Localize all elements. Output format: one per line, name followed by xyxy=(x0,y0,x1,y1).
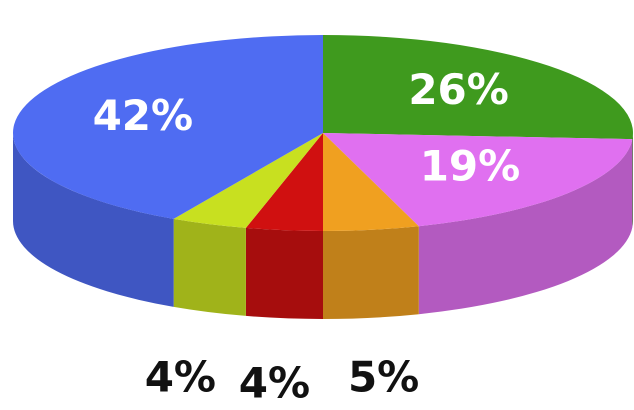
slice-side xyxy=(13,133,174,307)
slice xyxy=(323,133,419,231)
slice xyxy=(323,133,633,227)
slice xyxy=(173,133,323,228)
slice xyxy=(12,35,324,219)
value-label: 4% xyxy=(145,353,216,402)
value-label: 5% xyxy=(348,353,419,402)
slice-side xyxy=(632,133,633,228)
slice-side xyxy=(323,226,419,319)
slice xyxy=(323,35,634,140)
slice-side xyxy=(173,218,246,316)
slice-side xyxy=(418,139,633,315)
value-label: 26% xyxy=(408,65,509,114)
slice xyxy=(245,133,323,231)
value-label: 4% xyxy=(239,359,310,408)
value-label: 42% xyxy=(93,91,194,140)
slice-side xyxy=(245,227,323,319)
value-label: 19% xyxy=(420,142,521,191)
